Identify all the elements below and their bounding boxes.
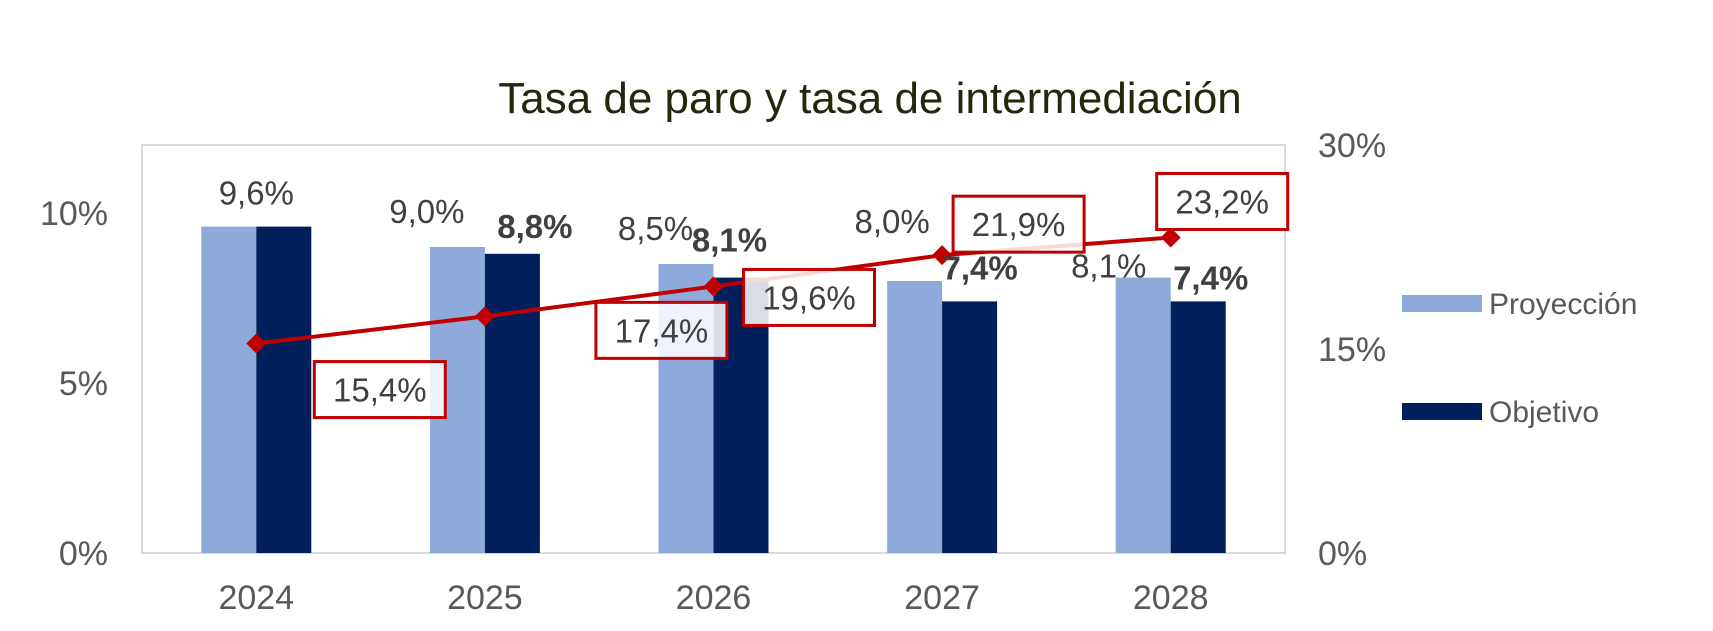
legend-swatch-Proyección (1402, 295, 1482, 312)
line-marker-2027 (932, 245, 953, 266)
y-left-tick-label: 10% (40, 195, 108, 233)
x-tick-label-2028: 2028 (1133, 579, 1209, 617)
label-objetivo-2026: 8,1% (692, 222, 767, 259)
bar-proyeccion-2027 (887, 281, 943, 553)
labels-layer: 9,6% 9,0% 8,5% 8,0% 8,1% 8,8% 8,1% 7,4% 7,4% 15,4… (219, 171, 1290, 420)
legend: Proyección Objetivo (1402, 288, 1637, 429)
y-left-tick-label: 5% (59, 365, 108, 403)
label-proyeccion-2028: 8,1% (1071, 248, 1146, 285)
y-right-tick-label: 15% (1318, 331, 1386, 369)
legend-swatch-Objetivo (1402, 403, 1482, 420)
line-marker-2026 (703, 276, 724, 297)
line-label-2025: 17,4% (615, 312, 709, 349)
line-label-2026: 19,6% (762, 279, 856, 316)
line-label-box-2024 (312, 360, 447, 420)
label-proyeccion-2027: 8,0% (854, 203, 929, 240)
legend-label-Objetivo: Objetivo (1489, 396, 1599, 429)
line-marker-2028 (1160, 227, 1181, 248)
label-proyeccion-2024: 9,6% (219, 175, 294, 212)
x-tick-label-2027: 2027 (904, 579, 980, 617)
y-right-tick-label: 30% (1318, 127, 1386, 165)
bar-objetivo-2025 (484, 253, 540, 554)
axes-layer: 0% 5% 10% 0% 15% 30% 2024 2025 2026 2027 2028 (40, 127, 1386, 617)
line-label-2027: 21,9% (972, 206, 1066, 243)
label-objetivo-2027: 7,4% (942, 249, 1017, 286)
bar-objetivo-2027 (942, 301, 998, 553)
bar-proyeccion-2024 (201, 226, 257, 553)
line-label-box-2027 (951, 194, 1086, 254)
line-label-box-2025 (594, 300, 729, 360)
line-label-box-2026 (742, 267, 876, 327)
line-marker-2024 (246, 333, 267, 354)
bar-proyeccion-2028 (1115, 277, 1171, 553)
x-tick-label-2026: 2026 (676, 579, 752, 617)
line-label-2028: 23,2% (1175, 183, 1269, 220)
x-tick-label-2025: 2025 (447, 579, 523, 617)
line-marker-2025 (474, 306, 495, 327)
y-right-tick-label: 0% (1318, 535, 1367, 573)
label-proyeccion-2026: 8,5% (618, 210, 693, 247)
legend-label-Proyección: Proyección (1489, 288, 1637, 321)
label-objetivo-2028: 7,4% (1173, 259, 1248, 296)
bar-objetivo-2028 (1170, 301, 1226, 553)
line-label-box-2028 (1155, 171, 1290, 231)
x-tick-label-2024: 2024 (218, 579, 294, 617)
bar-objetivo-2024 (256, 226, 312, 553)
y-left-tick-label: 0% (59, 535, 108, 573)
chart-title: Tasa de paro y tasa de intermediación (498, 74, 1242, 123)
label-proyeccion-2025: 9,0% (389, 193, 464, 230)
label-objetivo-2025: 8,8% (497, 208, 572, 245)
line-label-2024: 15,4% (333, 372, 427, 409)
